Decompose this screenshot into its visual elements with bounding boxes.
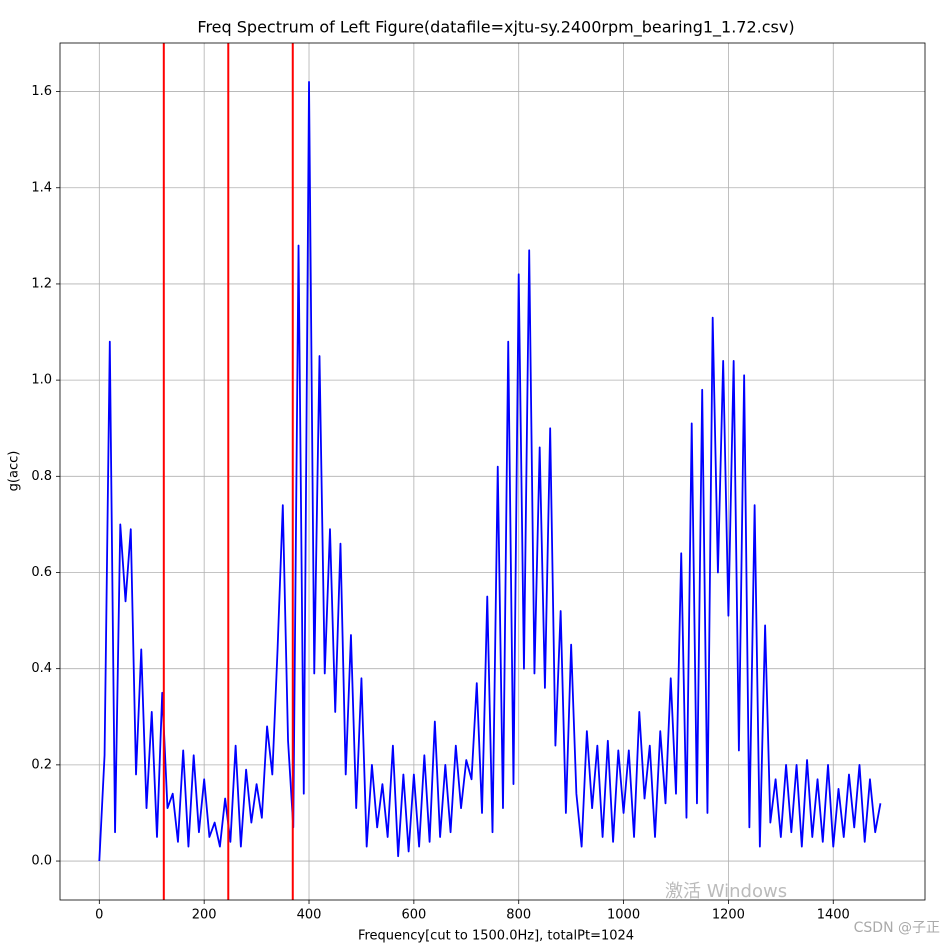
x-tick-label: 200	[192, 908, 217, 923]
x-tick-label: 1000	[607, 908, 640, 923]
watermark: CSDN @子正	[854, 920, 940, 936]
y-tick-label: 0.4	[31, 661, 52, 676]
x-tick-label: 400	[297, 908, 322, 923]
x-tick-label: 1200	[712, 908, 745, 923]
spectrum-line	[98, 81, 882, 862]
y-tick-label: 0.0	[31, 854, 52, 869]
x-tick-label: 0	[95, 908, 103, 923]
y-tick-label: 0.2	[31, 757, 52, 772]
x-axis-label: Frequency[cut to 1500.0Hz], totalPt=1024	[358, 929, 634, 943]
y-tick-label: 1.2	[31, 276, 52, 291]
y-tick-label: 1.4	[31, 180, 52, 195]
y-tick-label: 0.8	[31, 469, 52, 484]
y-axis-label: g(acc)	[7, 451, 22, 492]
x-tick-label: 800	[506, 908, 531, 923]
y-tick-label: 1.6	[31, 84, 52, 99]
x-tick-label: 600	[401, 908, 426, 923]
y-tick-label: 0.6	[31, 565, 52, 580]
y-tick-label: 1.0	[31, 373, 52, 388]
plot-frame	[59, 42, 926, 901]
chart-title: Freq Spectrum of Left Figure(datafile=xj…	[197, 18, 794, 38]
watermark: 激活 Windows	[665, 881, 787, 902]
x-tick-label: 1400	[817, 908, 850, 923]
